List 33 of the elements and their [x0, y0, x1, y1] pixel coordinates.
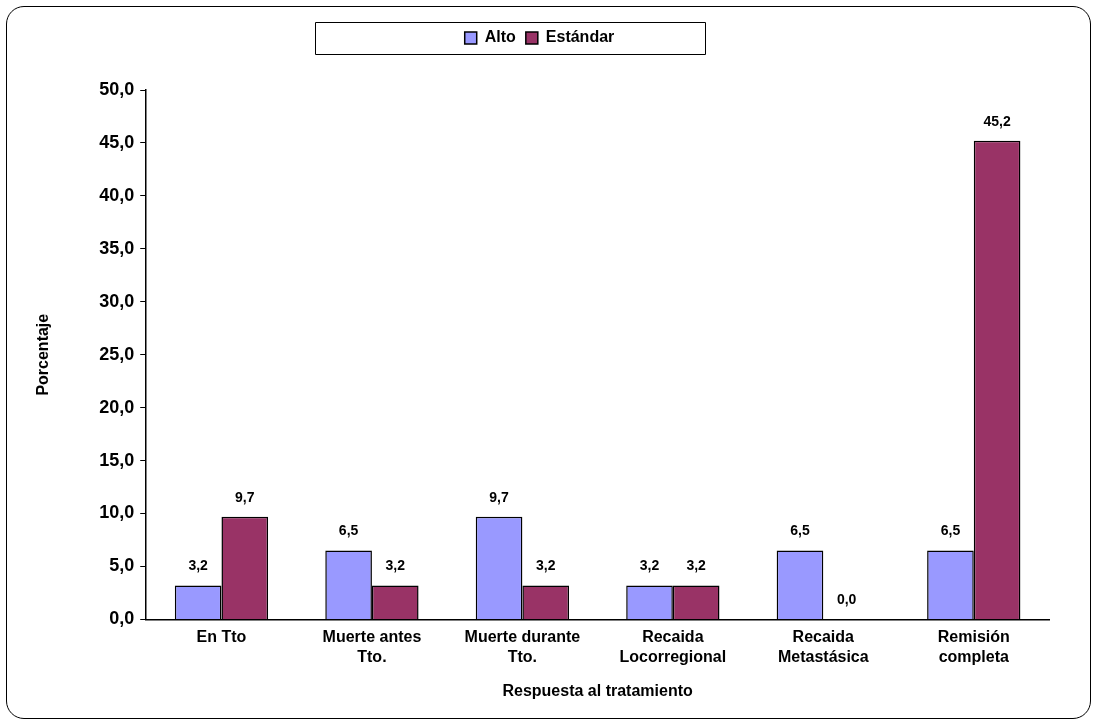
text: 6,5 — [940, 522, 961, 539]
text: 0,0 — [836, 591, 857, 608]
x-tick-label: Recaida Locorregional — [619, 628, 727, 665]
text: 45,2 — [983, 112, 1011, 129]
x-tick-label: Muerte antes Tto. — [322, 628, 422, 665]
x-tick-label: Remisión completa — [937, 628, 1010, 665]
text: 3,2 — [686, 557, 706, 574]
y-axis-title: Porcentaje — [34, 313, 52, 396]
y-tick-label: 50,0 — [99, 78, 135, 99]
y-tick-label: 40,0 — [99, 184, 135, 205]
x-tick-label: Recaida Metastásica — [777, 628, 869, 665]
legend-label: Alto — [484, 28, 517, 46]
x-axis-title: Respuesta al tratamiento — [502, 681, 693, 699]
x-tick-label: Muerte durante Tto. — [464, 628, 581, 665]
text: 3,2 — [385, 557, 405, 574]
text: 3,2 — [535, 557, 556, 574]
y-tick-label: 30,0 — [99, 290, 135, 311]
text: 9,7 — [489, 488, 509, 505]
y-tick-label: 10,0 — [99, 502, 135, 523]
y-tick-label: 20,0 — [99, 396, 135, 417]
y-tick-label: 35,0 — [99, 237, 135, 258]
text: 3,2 — [639, 557, 660, 574]
x-tick-label: En Tto — [196, 628, 247, 646]
text: 6,5 — [338, 522, 359, 539]
y-tick-label: 15,0 — [99, 449, 135, 470]
y-tick-label: 5,0 — [109, 555, 135, 576]
y-tick-label: 45,0 — [99, 131, 135, 152]
y-tick-label: 25,0 — [99, 343, 135, 364]
text: 3,2 — [188, 557, 208, 574]
y-tick-label: 0,0 — [109, 608, 135, 629]
legend-label: Estándar — [545, 28, 615, 46]
text: 9,7 — [235, 488, 255, 505]
text: 6,5 — [790, 522, 810, 539]
